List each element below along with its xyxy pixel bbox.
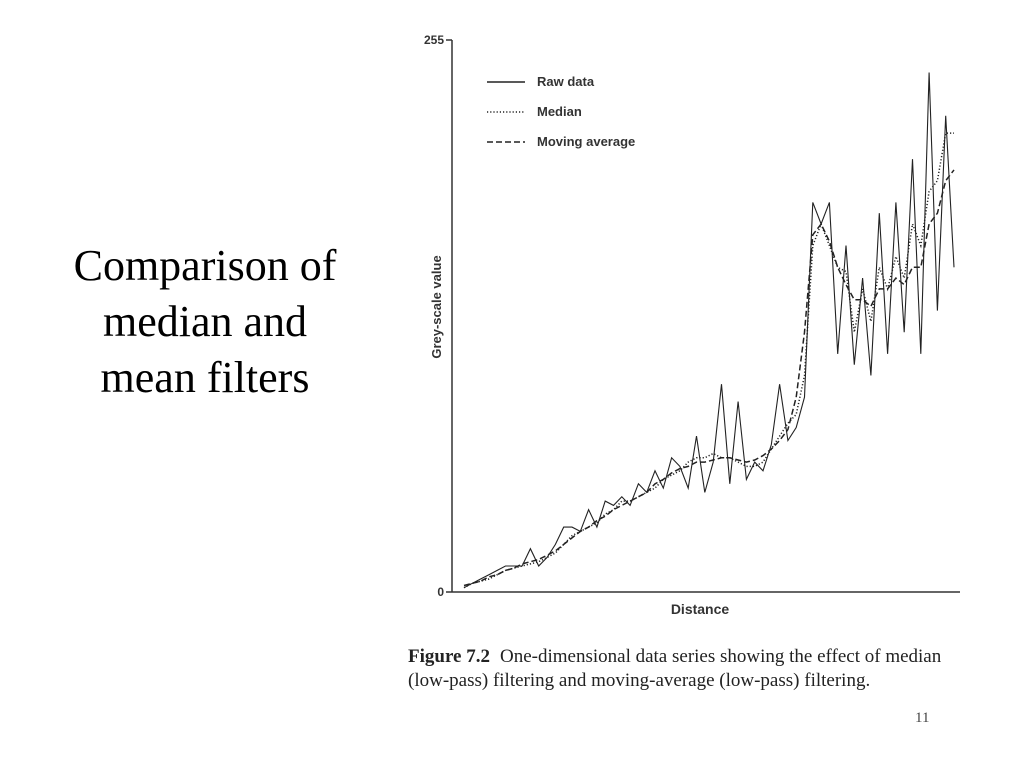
slide-title: Comparison of median and mean filters [30,238,380,406]
y-axis-label: Grey-scale value [429,255,444,358]
slide-title-line-2: median and [102,297,308,346]
line-chart: 0 255 Raw data Median Moving average Grey-s… [424,33,960,617]
series-line-median [463,132,954,589]
chart-series-layer [463,72,955,589]
slide-title-line-1: Comparison of [73,241,337,290]
series-line-moving-average [463,169,955,587]
figure-caption: Figure 7.2 One-dimensional data series sh… [408,645,968,715]
figure-caption-text: One-dimensional data series showing the … [408,646,942,691]
series-line-raw-data [463,72,955,589]
legend-label: Median [537,104,582,119]
x-axis-label: Distance [671,601,730,617]
legend-label: Moving average [537,134,635,149]
chart-axes: 0 255 [424,33,960,599]
figure-caption-label: Figure 7.2 [408,646,490,667]
y-tick-label: 0 [437,585,444,599]
slide-title-line-3: mean filters [100,353,310,402]
y-tick-label: 255 [424,33,444,47]
legend-label: Raw data [537,74,595,89]
chart-legend: Raw data Median Moving average [487,74,635,149]
page-number: 11 [915,710,930,726]
